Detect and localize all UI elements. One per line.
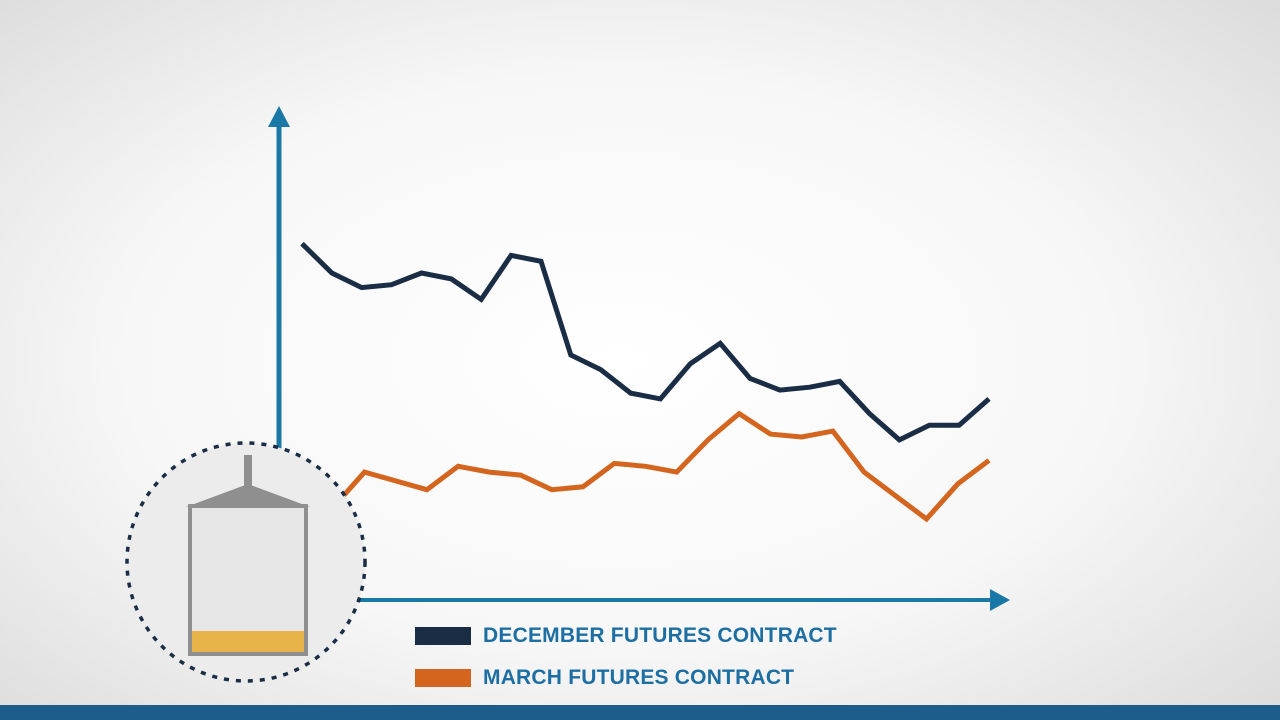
series-line-march xyxy=(301,410,991,523)
series-layer xyxy=(300,241,991,523)
legend-item-december: DECEMBER FUTURES CONTRACT xyxy=(415,624,837,648)
silo-roof xyxy=(186,484,310,507)
legend-swatch-december xyxy=(415,627,471,645)
silo-grain xyxy=(192,631,304,652)
axes xyxy=(268,106,1010,611)
legend-item-march: MARCH FUTURES CONTRACT xyxy=(415,666,794,690)
grain-silo-icon xyxy=(125,441,367,683)
y-axis-arrowhead xyxy=(268,106,290,127)
legend-swatch-march xyxy=(415,669,471,687)
series-line-december xyxy=(300,241,991,443)
legend-label-march: MARCH FUTURES CONTRACT xyxy=(483,666,795,689)
bottom-bar xyxy=(0,705,1280,720)
silo-body xyxy=(188,504,308,656)
legend-label-december: DECEMBER FUTURES CONTRACT xyxy=(483,624,837,647)
x-axis-arrowhead xyxy=(990,589,1010,611)
silo-chute xyxy=(244,455,252,487)
